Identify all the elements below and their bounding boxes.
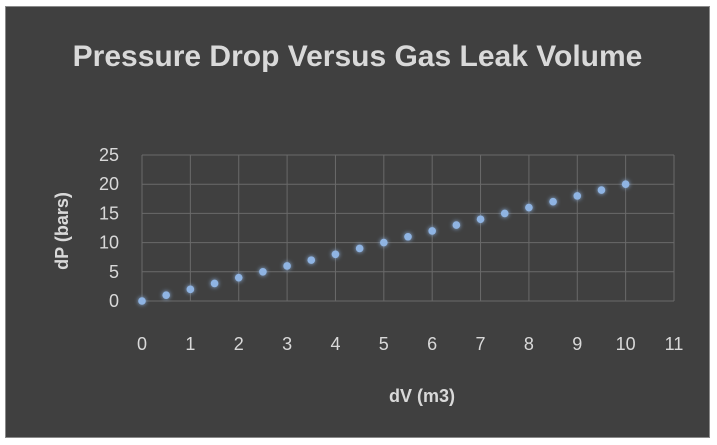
x-tick-label: 11 (665, 334, 684, 354)
y-tick-label: 25 (99, 145, 119, 165)
tick-labels: 0 5 10 15 20 25 0 1 2 3 4 5 6 7 8 9 10 11 (99, 145, 683, 354)
data-point (307, 256, 316, 264)
y-axis-title: dP (bars) (52, 192, 72, 270)
x-tick-label: 9 (572, 334, 582, 354)
x-tick-label: 1 (185, 334, 195, 354)
x-tick-label: 10 (616, 334, 636, 354)
data-points (138, 180, 630, 305)
x-tick-label: 4 (330, 334, 340, 354)
x-tick-label: 6 (427, 334, 437, 354)
data-point (452, 221, 461, 229)
chart-title: Pressure Drop Versus Gas Leak Volume (72, 40, 643, 73)
data-point (259, 268, 267, 276)
data-point (573, 192, 582, 200)
grid (141, 154, 675, 302)
x-tick-label: 0 (137, 334, 147, 354)
data-point (138, 297, 146, 305)
x-tick-label: 2 (234, 334, 244, 354)
data-point (597, 186, 606, 194)
data-point (500, 209, 509, 218)
data-point (621, 180, 630, 188)
data-point (476, 215, 485, 224)
x-axis-title: dV (m3) (389, 386, 455, 406)
y-tick-label: 20 (99, 174, 119, 194)
data-point (428, 227, 436, 235)
x-tick-label: 7 (476, 334, 486, 354)
data-point (283, 262, 291, 270)
y-tick-label: 10 (99, 233, 119, 253)
data-point (549, 197, 557, 206)
y-tick-label: 5 (109, 262, 119, 282)
x-tick-label: 5 (379, 334, 389, 354)
data-point (355, 244, 364, 253)
x-tick-label: 3 (282, 334, 292, 354)
chart-area (5, 6, 710, 438)
data-point (404, 232, 412, 241)
data-point (234, 273, 243, 282)
x-tick-label: 8 (524, 334, 534, 354)
data-point (331, 250, 340, 259)
data-point (210, 279, 219, 288)
data-point (186, 285, 195, 294)
data-point (380, 238, 388, 247)
y-tick-label: 0 (109, 291, 119, 311)
data-point (162, 291, 170, 299)
data-point (525, 203, 533, 212)
y-tick-label: 15 (99, 203, 119, 223)
